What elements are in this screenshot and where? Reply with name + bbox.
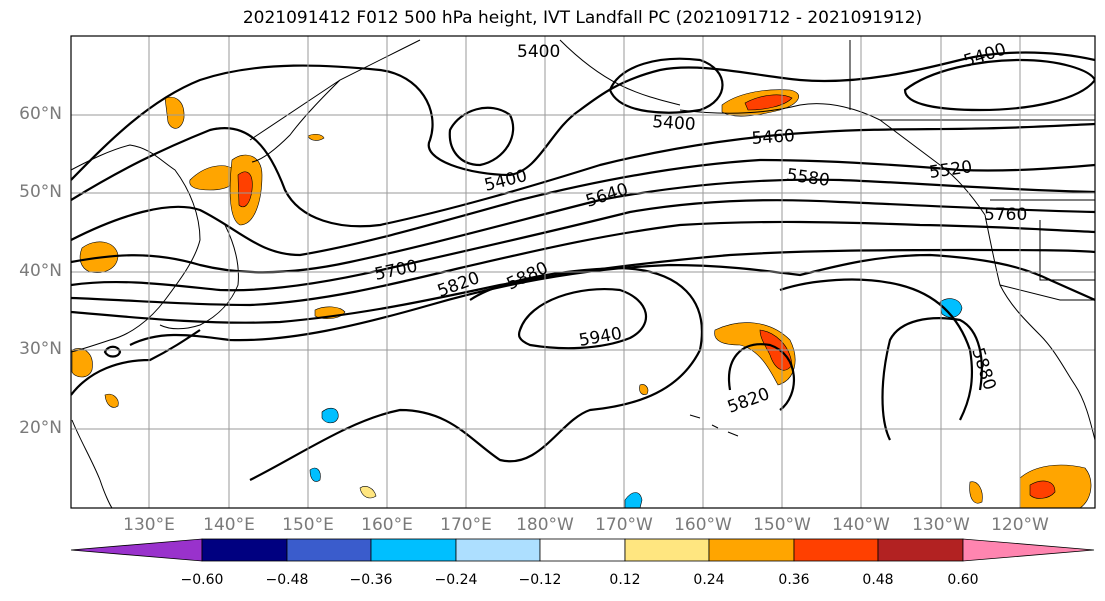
colorbar-tick-label: −0.36 bbox=[349, 572, 393, 588]
contour-5880-main bbox=[249, 266, 974, 481]
colorbar-under bbox=[70, 538, 203, 562]
map-frame bbox=[70, 35, 1096, 509]
colorbar-tick-label: 0.36 bbox=[778, 572, 810, 588]
lon-label: 130°W bbox=[912, 515, 970, 535]
contour-label: 5760 bbox=[984, 205, 1027, 225]
colorbar-over bbox=[962, 538, 1095, 562]
coast-hawaii bbox=[689, 414, 739, 437]
coast-japan bbox=[159, 224, 239, 330]
contour-small-1 bbox=[103, 345, 122, 358]
contour-5520 bbox=[71, 158, 1095, 257]
contour-5880-west bbox=[71, 329, 201, 396]
lat-label: 30°N bbox=[19, 339, 62, 359]
lon-label: 170°E bbox=[440, 515, 492, 535]
colorbar-tick-label: −0.48 bbox=[265, 572, 309, 588]
colorbar-bin bbox=[624, 538, 710, 562]
contour-label: 5400 bbox=[517, 42, 560, 62]
shade-pos-small-2 bbox=[969, 481, 983, 504]
colorbar-tick-label: −0.24 bbox=[434, 572, 478, 588]
shade-neg-mid bbox=[321, 407, 339, 424]
lat-label: 50°N bbox=[19, 182, 62, 202]
ivt-shading bbox=[71, 89, 1092, 508]
colorbar-tick-label: 0.12 bbox=[609, 572, 641, 588]
shade-japan-core bbox=[237, 171, 253, 208]
colorbar-bin bbox=[539, 538, 626, 562]
colorbar-tick-label: 0.48 bbox=[862, 572, 894, 588]
shade-east-pac-core bbox=[1029, 480, 1056, 499]
shade-pos-small-4 bbox=[307, 133, 325, 141]
contour-5640 bbox=[71, 199, 1095, 292]
colorbar-tick-label: −0.12 bbox=[518, 572, 562, 588]
contour-label: 5400 bbox=[652, 112, 697, 135]
contour-5820-pac bbox=[727, 343, 795, 411]
shade-neg-east bbox=[939, 298, 963, 318]
coast-asia bbox=[71, 144, 201, 353]
contour-5400-north bbox=[71, 51, 1095, 181]
shade-pos-small-6 bbox=[104, 393, 119, 408]
shade-china bbox=[164, 96, 185, 129]
colorbar-tick-label: 0.60 bbox=[947, 572, 979, 588]
contour-labels: 5400 5400 5400 5400 5460 5520 5580 5640 … bbox=[373, 39, 1027, 417]
lon-label: 130°E bbox=[123, 515, 175, 535]
shade-alaska-core bbox=[744, 94, 793, 111]
colorbar-bin bbox=[877, 538, 964, 562]
contour-5580 bbox=[71, 178, 1095, 274]
shade-neg-south bbox=[624, 492, 643, 508]
contour-5940 bbox=[517, 288, 648, 350]
lon-label: 140°W bbox=[832, 515, 890, 535]
coast-philippines bbox=[71, 419, 113, 508]
lon-label: 160°E bbox=[361, 515, 413, 535]
shade-pos-small-3 bbox=[639, 384, 649, 395]
colorbar bbox=[70, 538, 1095, 562]
colorbar-bin bbox=[708, 538, 795, 562]
lon-label: 120°W bbox=[991, 515, 1049, 535]
contour-5880-east bbox=[881, 317, 983, 441]
colorbar-bin bbox=[455, 538, 541, 562]
colorbar-bin bbox=[793, 538, 879, 562]
border-us-canada bbox=[849, 40, 1095, 201]
lat-label: 40°N bbox=[19, 261, 62, 281]
lat-label: 20°N bbox=[19, 418, 62, 438]
contour-5460 bbox=[71, 122, 1095, 228]
shade-neg-small bbox=[309, 467, 321, 482]
lon-label: 180°W bbox=[516, 515, 574, 535]
coast-alaska-south bbox=[679, 103, 986, 216]
colorbar-tick-label: −0.60 bbox=[180, 572, 224, 588]
colorbar-bin bbox=[370, 538, 457, 562]
contour-5400-nw bbox=[903, 58, 1095, 112]
colorbar-bin bbox=[286, 538, 372, 562]
contour-5700 bbox=[71, 220, 1095, 307]
colorbar-bin bbox=[201, 538, 288, 562]
contour-5820 bbox=[129, 253, 1095, 346]
lon-label: 150°W bbox=[753, 515, 811, 535]
lon-label: 170°W bbox=[595, 515, 653, 535]
contour-5400-ak bbox=[608, 57, 724, 114]
lon-label: 140°E bbox=[203, 515, 255, 535]
shade-pos-small-5 bbox=[359, 486, 377, 499]
coast-kamchatka bbox=[249, 39, 421, 163]
lon-label: 150°E bbox=[282, 515, 334, 535]
lon-label: 160°W bbox=[674, 515, 732, 535]
gridlines bbox=[71, 36, 1095, 508]
contour-5400-low bbox=[448, 106, 515, 167]
map-title: 2021091412 F012 500 hPa height, IVT Land… bbox=[242, 8, 923, 28]
colorbar-tick-label: 0.24 bbox=[693, 572, 725, 588]
contour-label: 5460 bbox=[751, 126, 796, 149]
lat-label: 60°N bbox=[19, 104, 62, 124]
height-contours bbox=[71, 51, 1095, 481]
